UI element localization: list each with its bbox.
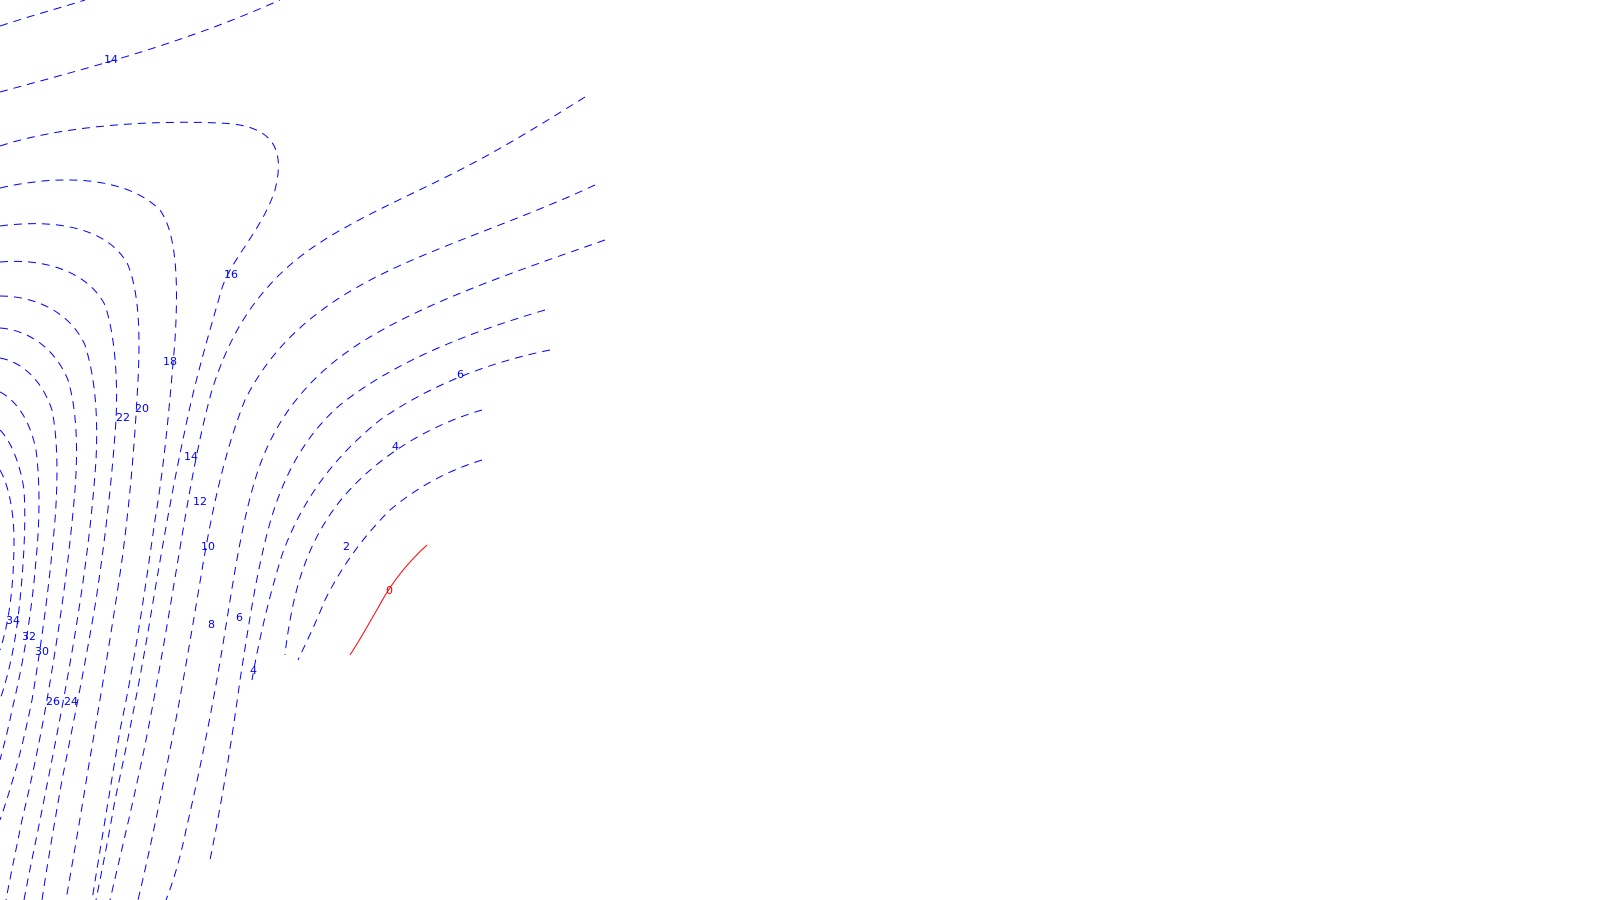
contour-line <box>251 349 551 681</box>
contour-label: 4 <box>250 664 257 677</box>
contour-lines <box>0 0 606 900</box>
contour-line <box>0 327 77 900</box>
contour-line <box>0 179 177 900</box>
contour-label: 0 <box>386 584 393 597</box>
contour-label: 6 <box>457 368 464 381</box>
contour-label: 8 <box>208 618 215 631</box>
contour-line <box>0 0 86 27</box>
contour-line <box>137 184 596 900</box>
contour-line <box>0 469 15 651</box>
contour-line <box>297 459 483 661</box>
contour-line <box>0 121 279 900</box>
contour-line <box>209 309 546 861</box>
contour-label: 4 <box>392 440 399 453</box>
contour-line <box>0 391 40 761</box>
contour-line <box>0 260 118 900</box>
contour-label: 14 <box>104 53 118 66</box>
contour-label: 22 <box>116 411 130 424</box>
contour-line <box>0 0 281 93</box>
zero-contour-line <box>349 544 428 656</box>
contour-label: 32 <box>22 630 36 643</box>
contour-label: 24 <box>64 695 78 708</box>
contour-line <box>0 429 26 701</box>
contour-label: 12 <box>193 495 207 508</box>
contour-label: 26 <box>46 695 60 708</box>
contour-line <box>165 239 606 900</box>
contour-line <box>284 409 483 656</box>
contour-label: 34 <box>6 614 20 627</box>
contour-line <box>109 96 586 900</box>
contour-label: 20 <box>135 402 149 415</box>
contour-line <box>0 295 98 900</box>
contour-labels: 14 16 18 20 22 14 12 10 8 6 4 6 4 2 0 34… <box>6 53 464 708</box>
contour-line <box>0 223 140 900</box>
contour-label: 14 <box>184 450 198 463</box>
contour-label: 2 <box>343 540 350 553</box>
contour-label: 18 <box>163 355 177 368</box>
contour-label: 6 <box>236 611 243 624</box>
contour-line <box>0 357 58 821</box>
contour-label: 16 <box>224 268 238 281</box>
contour-label: 10 <box>201 540 215 553</box>
contour-label: 30 <box>35 645 49 658</box>
